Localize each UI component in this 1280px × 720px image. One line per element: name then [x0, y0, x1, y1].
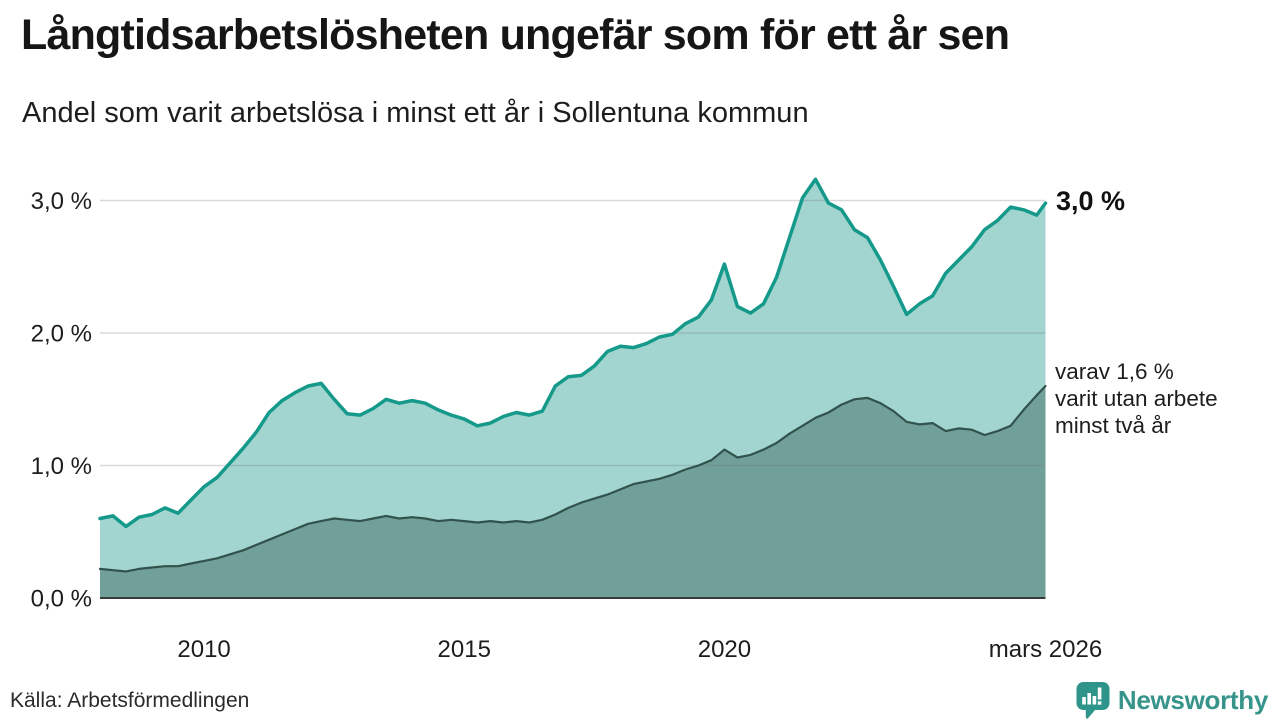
chart-title: Långtidsarbetslösheten ungefär som för e…: [21, 11, 1010, 59]
end-value-label-two-year: varav 1,6 % varit utan arbete minst två …: [1055, 358, 1218, 439]
y-axis-tick-label: 2,0 %: [31, 321, 92, 348]
line-total-series: [98, 177, 1048, 529]
source-note: Källa: Arbetsförmedlingen: [10, 689, 250, 712]
brand-logo: Newsworthy: [1073, 681, 1268, 719]
newsworthy-bubble-chart-icon: [1076, 682, 1110, 719]
line-two-year-series: [98, 384, 1047, 573]
annotation-line-1: varav 1,6 %: [1055, 359, 1174, 384]
x-axis-tick-label: 2010: [177, 636, 230, 663]
y-axis-tick-label: 1,0 %: [31, 453, 92, 480]
annotation-line-2: varit utan arbete: [1055, 386, 1218, 411]
brand-wordmark: Newsworthy: [1117, 684, 1268, 715]
end-value-label-total: 3,0 %: [1056, 186, 1126, 217]
x-axis-tick-label: 2020: [698, 636, 751, 663]
x-axis-tick-label: 2015: [438, 636, 491, 663]
x-axis-tick-label: mars 2026: [989, 636, 1102, 663]
annotation-line-3: minst två år: [1055, 413, 1172, 438]
area-fill-series-1: [100, 386, 1046, 598]
y-axis-tick-label: 3,0 %: [31, 188, 92, 215]
chart-subtitle: Andel som varit arbetslösa i minst ett å…: [22, 97, 809, 129]
y-axis-tick-label: 0,0 %: [31, 586, 92, 613]
